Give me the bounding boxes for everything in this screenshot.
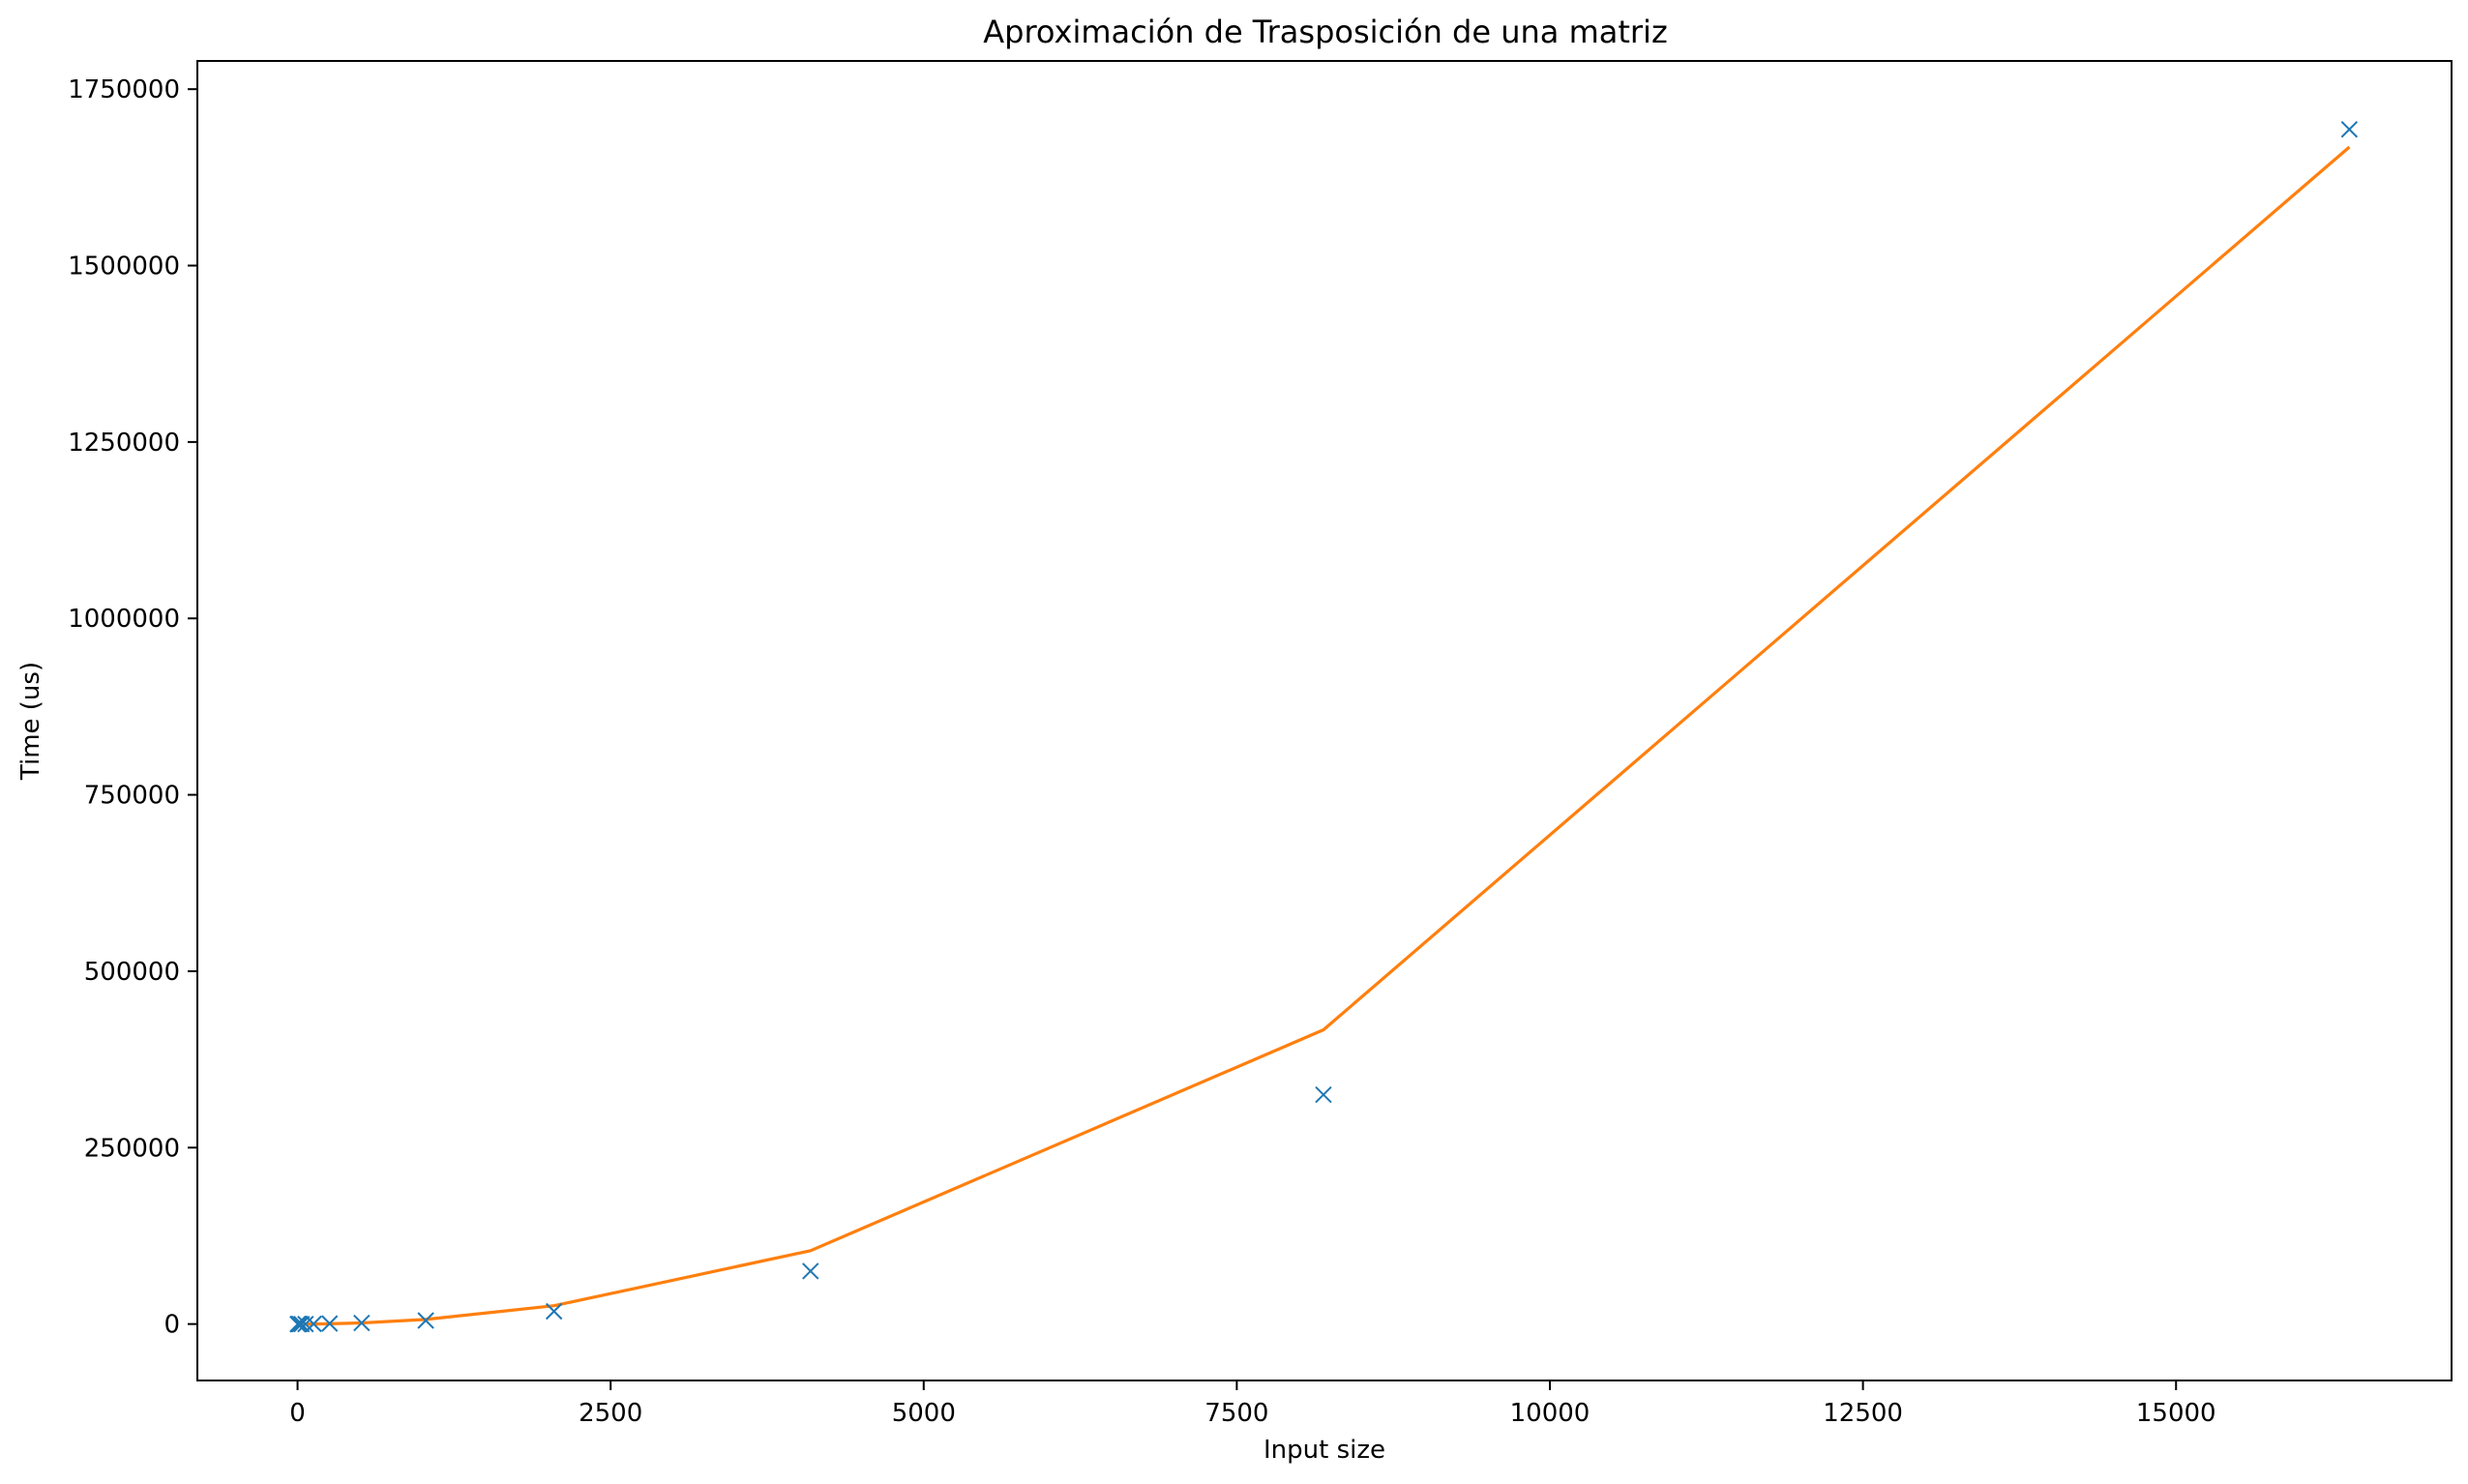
marker-stroke <box>2340 121 2359 138</box>
y-tick-label: 0 <box>164 1311 180 1340</box>
data-point-marker <box>353 1314 371 1332</box>
y-axis-ticks: 0 250000 500000 750000 1000000 1250000 1500000… <box>68 75 197 1340</box>
y-tick-label: 1750000 <box>68 75 180 104</box>
x-tick-label: 7500 <box>1204 1399 1268 1428</box>
data-point-marker <box>1315 1085 1332 1104</box>
marker-stroke <box>417 1312 434 1329</box>
y-axis-label: Time (us) <box>16 662 45 781</box>
data-point-marker <box>417 1312 434 1329</box>
marker-stroke <box>1315 1085 1332 1104</box>
x-tick-label: 12500 <box>1823 1399 1903 1428</box>
marker-stroke <box>353 1314 371 1332</box>
data-point-marker <box>545 1302 563 1321</box>
x-tick-label: 0 <box>289 1399 306 1428</box>
axes-frame <box>196 60 2453 1381</box>
x-axis-ticks: 0 2500 5000 7500 10000 12500 15000 <box>289 1380 2216 1428</box>
x-axis-label: Input size <box>1264 1436 1385 1465</box>
marker-stroke <box>802 1262 819 1280</box>
x-tick-label: 15000 <box>2136 1399 2216 1428</box>
data-point-marker <box>2340 121 2359 138</box>
y-tick-label: 250000 <box>84 1134 180 1163</box>
data-point-marker <box>320 1315 339 1332</box>
marker-stroke <box>297 1315 314 1333</box>
marker-stroke <box>292 1315 311 1333</box>
y-tick-label: 750000 <box>84 782 180 811</box>
plot-area <box>289 121 2359 1333</box>
marker-stroke <box>545 1302 563 1321</box>
x-tick-label: 10000 <box>1510 1399 1591 1428</box>
data-point-marker <box>802 1262 819 1280</box>
y-tick-label: 500000 <box>84 958 180 987</box>
data-point-marker <box>305 1315 322 1333</box>
data-point-marker <box>292 1315 311 1333</box>
chart-title: Aproximación de Trasposición de una matr… <box>983 14 1667 50</box>
x-tick-label: 5000 <box>892 1399 956 1428</box>
marker-stroke <box>290 1315 309 1333</box>
y-tick-label: 1000000 <box>68 605 180 634</box>
marker-stroke <box>320 1315 339 1332</box>
data-point-marker <box>297 1315 314 1333</box>
marker-stroke <box>305 1315 322 1333</box>
y-tick-label: 1250000 <box>68 429 180 458</box>
y-tick-label: 1500000 <box>68 252 180 282</box>
x-tick-label: 2500 <box>579 1399 642 1428</box>
data-point-marker <box>290 1315 309 1333</box>
